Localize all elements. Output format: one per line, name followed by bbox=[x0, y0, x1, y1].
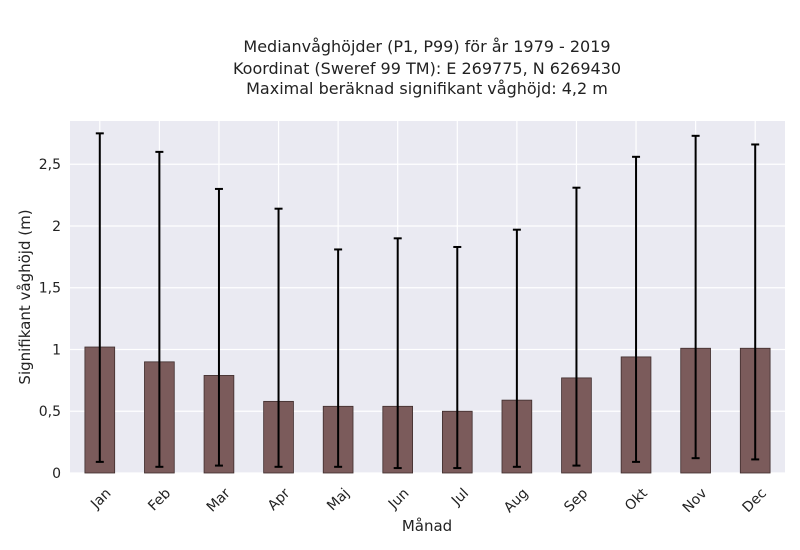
error-bar-aug bbox=[512, 228, 521, 468]
x-tick-label: Apr bbox=[265, 485, 294, 514]
error-bar-sep bbox=[572, 186, 581, 467]
y-tick-label: 2,5 bbox=[39, 157, 61, 173]
x-tick-label: Mar bbox=[204, 485, 234, 515]
y-tick-labels: 0 0,5 1 1,5 2 2,5 bbox=[39, 157, 61, 482]
x-tick-label: Jul bbox=[448, 485, 472, 509]
error-bar-okt bbox=[632, 155, 641, 463]
error-bar-feb bbox=[155, 150, 164, 468]
plot-background bbox=[70, 121, 785, 473]
error-bar-jun bbox=[393, 237, 402, 470]
chart-title: Medianvåghöjder (P1, P99) för år 1979 - … bbox=[233, 37, 621, 98]
error-bar-jan bbox=[95, 132, 104, 463]
x-tick-label: Nov bbox=[680, 485, 711, 516]
x-tick-label: Okt bbox=[622, 485, 651, 514]
error-bar-dec bbox=[751, 143, 760, 461]
error-bar-mar bbox=[214, 187, 223, 467]
error-bar-nov bbox=[691, 134, 700, 460]
x-tick-label: Aug bbox=[501, 485, 532, 516]
y-tick-label: 0,5 bbox=[39, 404, 61, 420]
y-tick-label: 0 bbox=[52, 466, 61, 482]
y-axis-label: Signifikant våghöjd (m) bbox=[16, 209, 34, 384]
y-tick-label: 2 bbox=[52, 219, 61, 235]
x-tick-label: Maj bbox=[324, 485, 353, 514]
y-tick-label: 1,5 bbox=[39, 281, 61, 297]
error-bars bbox=[95, 132, 760, 470]
x-tick-label: Dec bbox=[739, 485, 769, 515]
x-tick-label: Sep bbox=[561, 485, 591, 515]
error-bar-apr bbox=[274, 207, 283, 468]
error-bar-maj bbox=[334, 248, 343, 468]
x-axis-label: Månad bbox=[402, 517, 452, 535]
title-line-3: Maximal beräknad signifikant våghöjd: 4,… bbox=[246, 79, 608, 98]
x-tick-labels: Jan Feb Mar Apr Maj Jun Jul Aug Sep Okt Nov Dec bbox=[87, 485, 770, 516]
y-tick-label: 1 bbox=[52, 342, 61, 358]
title-line-2: Koordinat (Sweref 99 TM): E 269775, N 62… bbox=[233, 59, 621, 78]
x-tick-label: Jun bbox=[385, 485, 412, 512]
error-bar-jul bbox=[453, 245, 462, 470]
title-line-1: Medianvåghöjder (P1, P99) för år 1979 - … bbox=[243, 37, 610, 56]
x-tick-label: Feb bbox=[145, 485, 174, 514]
x-tick-label: Jan bbox=[87, 485, 114, 512]
